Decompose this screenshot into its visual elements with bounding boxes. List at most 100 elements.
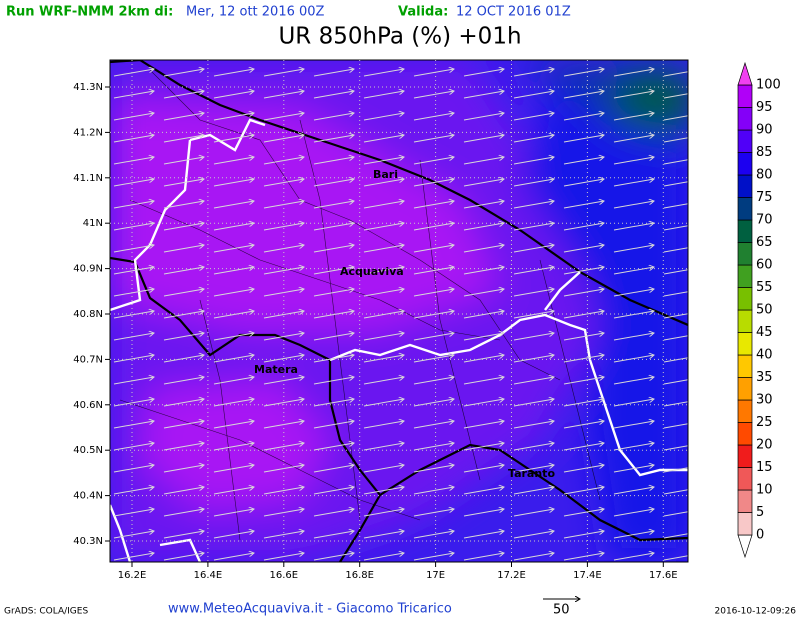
valid-date: 12 OCT 2016 01Z xyxy=(456,5,571,20)
wind-vector xyxy=(513,377,554,385)
wind-vector xyxy=(513,487,554,495)
wind-vector xyxy=(313,443,354,451)
wind-vector xyxy=(563,135,604,143)
wind-vector xyxy=(563,311,604,319)
city-label: Acquaviva xyxy=(340,265,404,278)
wind-vector xyxy=(363,179,404,187)
wind-vector xyxy=(213,509,254,517)
wind-vector xyxy=(613,223,654,231)
wind-vector xyxy=(163,267,204,275)
run-date: Mer, 12 ott 2016 00Z xyxy=(186,5,325,20)
wind-vector xyxy=(463,311,504,319)
lat-tick-label: 40.6N xyxy=(73,400,103,411)
wind-vector xyxy=(363,421,404,429)
wind-vector xyxy=(563,289,604,297)
lat-tick-label: 40.8N xyxy=(73,309,103,320)
colorbar-label: 65 xyxy=(756,235,773,250)
colorbar-box xyxy=(737,399,753,423)
wind-vector xyxy=(613,443,654,451)
wind-vector xyxy=(663,533,688,539)
wind-vector xyxy=(113,443,154,451)
wind-vector xyxy=(313,135,354,143)
wind-vector xyxy=(113,355,154,363)
city-label: Taranto xyxy=(508,467,555,480)
colorbar-label: 100 xyxy=(756,78,781,93)
wind-vector xyxy=(513,553,554,561)
lat-tick-label: 41N xyxy=(83,218,103,229)
wind-vector xyxy=(563,201,604,209)
wind-vector xyxy=(613,553,654,561)
colorbar-box xyxy=(737,174,753,198)
wind-vector xyxy=(413,443,454,451)
wind-vector xyxy=(113,487,154,495)
wind-vector xyxy=(213,69,254,77)
wind-vector xyxy=(563,377,604,385)
wind-vector xyxy=(113,179,154,187)
colorbar-box xyxy=(737,84,753,108)
wind-vector xyxy=(563,245,604,253)
wind-vector xyxy=(213,267,254,275)
wind-vector xyxy=(463,69,504,77)
colorbar-label: 30 xyxy=(756,393,773,408)
wind-vector xyxy=(663,203,688,209)
wind-vector xyxy=(263,355,304,363)
wind-vector xyxy=(463,289,504,297)
wind-vector xyxy=(613,157,654,165)
wind-vector xyxy=(313,553,354,561)
wind-vector xyxy=(413,223,454,231)
wind-vector xyxy=(313,113,354,121)
wind-vector xyxy=(413,553,454,561)
wind-vector xyxy=(363,553,404,561)
wind-vector xyxy=(613,135,654,143)
wind-vector xyxy=(513,223,554,231)
wind-vector xyxy=(413,531,454,539)
wind-vector xyxy=(213,377,254,385)
wind-vector xyxy=(513,135,554,143)
wind-vector xyxy=(213,245,254,253)
wind-vector xyxy=(163,443,204,451)
colorbar-box xyxy=(737,467,753,491)
wind-vector xyxy=(663,335,688,341)
wind-vector xyxy=(313,223,354,231)
wind-vector xyxy=(113,399,154,407)
wind-vector xyxy=(463,355,504,363)
wind-vector xyxy=(363,201,404,209)
wind-vector xyxy=(413,157,454,165)
colorbar-label: 70 xyxy=(756,213,773,228)
wind-vector xyxy=(213,421,254,429)
lon-tick-label: 16.2E xyxy=(118,570,147,581)
wind-vector xyxy=(563,355,604,363)
colorbar-box xyxy=(737,242,753,266)
wind-vector xyxy=(113,553,154,561)
wind-vector xyxy=(413,245,454,253)
wind-vector xyxy=(263,91,304,99)
wind-vector xyxy=(263,179,304,187)
wind-vector xyxy=(113,223,154,231)
wind-vector xyxy=(663,93,688,99)
wind-vector xyxy=(613,509,654,517)
wind-vector xyxy=(663,181,688,187)
wind-vector xyxy=(213,443,254,451)
wind-vector xyxy=(563,509,604,517)
wind-vector xyxy=(313,201,354,209)
colorbar-box xyxy=(737,219,753,243)
wind-vector xyxy=(163,135,204,143)
wind-vector xyxy=(113,267,154,275)
wind-vector xyxy=(663,71,688,77)
wind-vector xyxy=(563,179,604,187)
wind-vector xyxy=(163,531,204,539)
colorbar-box xyxy=(737,264,753,288)
wind-vector xyxy=(663,511,688,517)
wind-vector xyxy=(263,531,304,539)
wind-vector xyxy=(413,135,454,143)
wind-vector xyxy=(313,487,354,495)
wind-vector xyxy=(563,223,604,231)
colorbar-box xyxy=(737,489,753,513)
wind-vector xyxy=(413,91,454,99)
wind-vector xyxy=(313,421,354,429)
wind-vector xyxy=(163,91,204,99)
wind-vector xyxy=(163,223,204,231)
colorbar-box xyxy=(737,309,753,333)
wind-vector xyxy=(313,289,354,297)
wind-vector xyxy=(413,179,454,187)
